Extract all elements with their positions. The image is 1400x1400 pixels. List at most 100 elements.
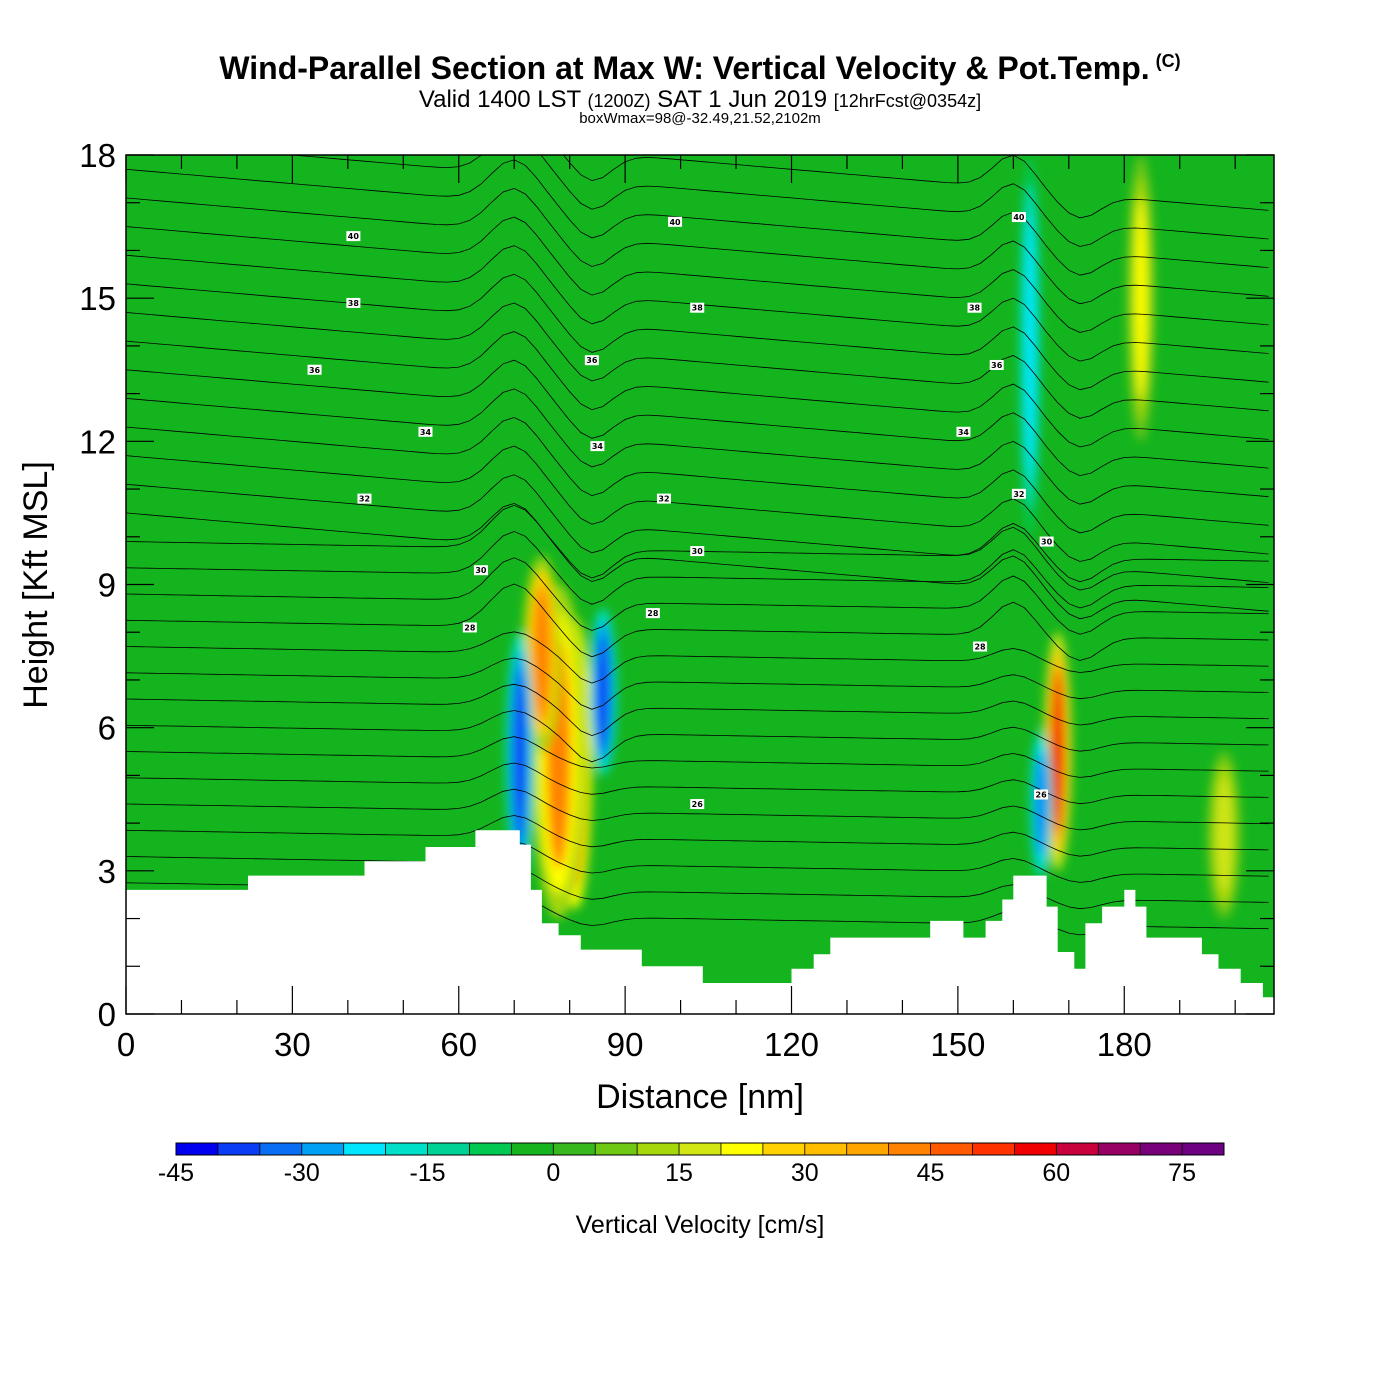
- velocity-feature: [596, 633, 610, 751]
- contour-label-bg: [1039, 536, 1054, 547]
- x-tick-label: 90: [607, 1026, 644, 1063]
- contour-label-text: 28: [974, 643, 986, 652]
- contour-label-bg: [1034, 789, 1049, 800]
- contour-label-bg: [462, 622, 477, 633]
- theta-contour-label: 32: [357, 493, 372, 504]
- theta-contour-line: [126, 445, 1269, 562]
- y-tick-label: 9: [98, 567, 116, 604]
- chart-title-main: Wind-Parallel Section at Max W: Vertical…: [219, 50, 1150, 86]
- contour-label-text: 40: [669, 218, 681, 227]
- theta-contour-line: [126, 683, 1269, 737]
- colorbar-swatch: [1182, 1143, 1225, 1155]
- colorbar: -45 -30 -15 0 15 30 45 60 75: [158, 1142, 1225, 1187]
- contour-label-bg: [690, 799, 705, 810]
- contour-label-bg: [690, 546, 705, 557]
- contour-label-text: 36: [991, 361, 1003, 370]
- colorbar-tick-label: -30: [284, 1159, 320, 1187]
- colorbar-swatch: [259, 1143, 303, 1155]
- contour-label-text: 36: [586, 356, 598, 365]
- contour-label-bg: [418, 426, 433, 437]
- copyright-mark: (C): [1155, 51, 1181, 71]
- theta-contour-label: 36: [989, 359, 1004, 370]
- contour-label-text: 28: [647, 609, 659, 618]
- colorbar-swatch: [930, 1143, 973, 1155]
- forecast-info: [12hrFcst@0354z]: [833, 91, 982, 111]
- theta-contour-label: 40: [346, 231, 361, 242]
- velocity-feature: [1036, 750, 1046, 858]
- colorbar-swatch: [595, 1143, 638, 1155]
- theta-contour-line: [126, 187, 1269, 305]
- velocity-features: [505, 155, 1241, 919]
- colorbar-tick-label: 0: [546, 1159, 560, 1187]
- colorbar-swatch: [972, 1143, 1015, 1155]
- theta-contour-line: [126, 531, 1269, 609]
- colorbar-swatch: [679, 1143, 722, 1155]
- theta-contour-line: [126, 557, 1269, 635]
- contour-label-text: 40: [1013, 213, 1025, 222]
- colorbar-swatch: [301, 1143, 345, 1155]
- theta-contour-line: [563, 155, 1269, 219]
- contour-label-text: 30: [475, 566, 487, 575]
- theta-contour-label: 26: [1034, 789, 1049, 800]
- x-tick-label: 150: [930, 1026, 985, 1063]
- contour-label-text: 40: [348, 232, 360, 241]
- velocity-feature: [1134, 197, 1147, 399]
- theta-contour-label: 30: [690, 546, 705, 557]
- theta-contour-label: 28: [462, 622, 477, 633]
- colorbar-swatch: [720, 1143, 764, 1155]
- terrain: [126, 830, 1274, 1014]
- box-wmax-info: boxWmax=98@-32.49,21.52,2102m: [579, 110, 821, 127]
- colorbar-swatch: [1056, 1143, 1099, 1155]
- valid-utc: (1200Z): [587, 91, 651, 111]
- colorbar-swatch: [804, 1143, 848, 1155]
- contour-label-text: 32: [1013, 490, 1024, 499]
- contour-label-bg: [346, 231, 361, 242]
- x-tick-label: 0: [117, 1026, 135, 1063]
- colorbar-swatch: [553, 1143, 596, 1155]
- velocity-feature: [1025, 212, 1035, 480]
- contour-label-text: 32: [658, 495, 669, 504]
- theta-contour-line: [126, 631, 1269, 684]
- colorbar-tick-label: -15: [409, 1159, 445, 1187]
- colorbar-swatch: [385, 1143, 429, 1155]
- x-axis-title: Distance [nm]: [596, 1078, 804, 1116]
- colorbar-tick-label: 60: [1042, 1159, 1070, 1187]
- theta-contour-line: [126, 159, 1269, 276]
- contour-label-bg: [989, 359, 1004, 370]
- contour-label-text: 38: [969, 304, 981, 313]
- contour-label-bg: [590, 441, 605, 452]
- theta-contour-label: 38: [346, 297, 361, 308]
- theta-contour-line: [126, 815, 1269, 857]
- contour-label-text: 30: [692, 547, 704, 556]
- theta-contour-line: [126, 736, 1269, 778]
- theta-contour-label: 40: [1011, 212, 1026, 223]
- theta-contour-line: [126, 788, 1269, 831]
- chart-subtitle: Valid 1400 LST (1200Z) SAT 1 Jun 2019 [1…: [0, 86, 1400, 114]
- colorbar-swatch: [637, 1143, 680, 1155]
- valid-date: SAT 1 Jun 2019: [657, 86, 828, 113]
- theta-contour-line: [126, 273, 1269, 391]
- contour-label-bg: [1011, 212, 1026, 223]
- theta-contour-line: [126, 359, 1269, 477]
- theta-contour-label: 38: [690, 302, 705, 313]
- contour-label-bg: [584, 355, 599, 366]
- contour-label-bg: [1011, 488, 1026, 499]
- x-tick-label: 30: [274, 1026, 311, 1063]
- y-tick-label: 3: [98, 853, 116, 890]
- theta-contour-label: 38: [967, 302, 982, 313]
- contour-label-text: 38: [692, 304, 704, 313]
- contour-label-text: 34: [420, 428, 432, 437]
- colorbar-swatch: [469, 1143, 512, 1155]
- theta-contour-label: 32: [656, 493, 671, 504]
- theta-contour-label: 40: [668, 216, 683, 227]
- theta-contour-label: 30: [473, 565, 488, 576]
- theta-contours: [126, 155, 1269, 936]
- contour-label-bg: [690, 302, 705, 313]
- colorbar-swatch: [888, 1143, 932, 1155]
- contour-label-text: 26: [1036, 790, 1048, 799]
- colorbar-swatch: [762, 1143, 806, 1155]
- contour-label-text: 38: [348, 299, 360, 308]
- colorbar-swatch: [217, 1143, 261, 1155]
- contour-label-bg: [357, 493, 372, 504]
